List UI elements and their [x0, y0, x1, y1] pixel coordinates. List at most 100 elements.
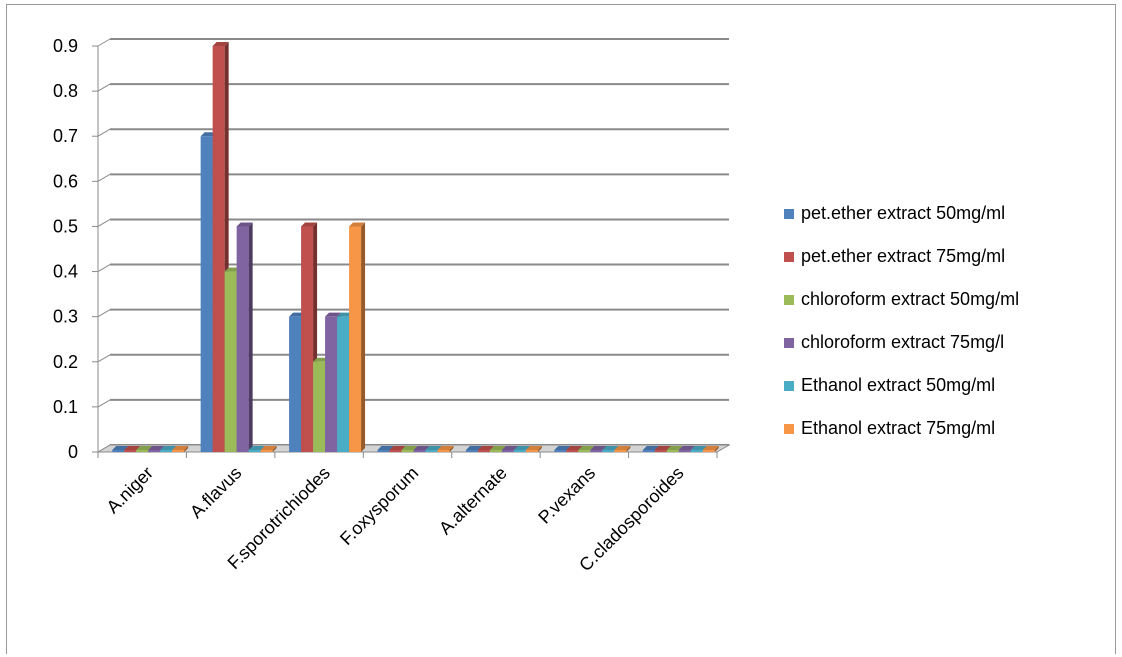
bar-side — [626, 446, 631, 452]
bar-front — [678, 450, 691, 452]
bar-top — [602, 446, 619, 450]
bar-top — [413, 446, 430, 450]
x-tick-label: A.alternate — [435, 463, 511, 539]
bar-front — [224, 271, 237, 452]
bar-side — [361, 222, 366, 452]
legend-label: Ethanol extract 50mg/ml — [801, 375, 995, 395]
bar-top — [112, 446, 129, 450]
y-tick-label: 0.1 — [53, 397, 78, 417]
bar-front — [666, 450, 679, 452]
bar — [260, 446, 277, 452]
bar-front — [437, 450, 450, 452]
bar — [525, 446, 542, 452]
bar-top — [513, 446, 530, 450]
y-tick-label: 0.9 — [53, 36, 78, 56]
bar-side — [449, 446, 454, 452]
bar-top — [477, 446, 494, 450]
gridlines — [97, 38, 729, 453]
bar-top — [401, 446, 418, 450]
bar-front — [260, 450, 273, 452]
bar-top — [172, 446, 189, 450]
bar-front — [501, 450, 514, 452]
bar-front — [172, 450, 185, 452]
bar-top — [566, 446, 583, 450]
bar-front — [554, 450, 567, 452]
bar-side — [714, 446, 719, 452]
bar-top — [425, 446, 442, 450]
bar-side — [248, 222, 253, 452]
bar-front — [602, 450, 615, 452]
bar-top — [578, 446, 595, 450]
bar-top — [377, 446, 394, 450]
bar-front — [389, 450, 402, 452]
bar-front — [289, 316, 302, 452]
gridline-edge — [97, 83, 111, 92]
bar-top — [489, 446, 506, 450]
legend-entry: pet.ether extract 50mg/ml — [784, 203, 1005, 223]
legend-swatch — [784, 424, 794, 434]
bar-side — [537, 446, 542, 452]
bar-front — [477, 450, 490, 452]
bar — [614, 446, 631, 452]
bar-top — [590, 446, 607, 450]
legend-label: Ethanol extract 75mg/ml — [801, 418, 995, 438]
bar-front — [200, 136, 213, 452]
legend-label: pet.ether extract 75mg/ml — [801, 246, 1005, 266]
legend-entry: pet.ether extract 75mg/ml — [784, 246, 1005, 266]
bar-front — [702, 450, 715, 452]
y-tick-label: 0.6 — [53, 171, 78, 191]
bar — [172, 446, 189, 452]
legend-swatch — [784, 209, 794, 219]
gridline-edge — [97, 173, 111, 182]
bar-front — [124, 450, 137, 452]
bar-front — [413, 450, 426, 452]
bar-front — [212, 46, 225, 452]
bar-top — [236, 222, 253, 227]
bar-top — [212, 42, 229, 46]
y-axis-ticks: 0 0.1 0.2 0.3 0.4 0.5 0.6 0.7 0.8 0.9 — [53, 36, 78, 462]
bar-front — [248, 450, 261, 452]
bar-front — [325, 316, 338, 452]
y-tick-label: 0.7 — [53, 126, 78, 146]
bar-top — [690, 446, 707, 450]
bar-front — [112, 450, 125, 452]
bar-top — [325, 312, 342, 317]
y-tick-label: 0.8 — [53, 81, 78, 101]
bar-top — [437, 446, 454, 450]
legend-swatch — [784, 381, 794, 391]
bar-front — [614, 450, 627, 452]
legend-entry: Ethanol extract 75mg/ml — [784, 418, 995, 438]
bar-front — [313, 361, 326, 452]
bar-top — [666, 446, 683, 450]
bar-front — [566, 450, 579, 452]
gridline-edge — [97, 399, 111, 408]
legend-label: pet.ether extract 50mg/ml — [801, 203, 1005, 223]
y-tick-label: 0.4 — [53, 262, 78, 282]
legend-label: chloroform extract 50mg/ml — [801, 289, 1019, 309]
bar-front — [525, 450, 538, 452]
bar-side — [184, 446, 189, 452]
y-tick-label: 0 — [68, 442, 78, 462]
bar-front — [136, 450, 149, 452]
bar-front — [642, 450, 655, 452]
gridline-edge — [97, 219, 111, 227]
legend: pet.ether extract 50mg/ml pet.ether extra… — [784, 203, 1019, 438]
bar-top — [501, 446, 518, 450]
bar-front — [377, 450, 390, 452]
bar-front — [513, 450, 526, 452]
bar-front — [489, 450, 502, 452]
gridline-edge — [97, 309, 111, 318]
x-tick-label: A.flavus — [186, 463, 245, 522]
y-tick-label: 0.5 — [53, 216, 78, 236]
bar — [702, 446, 719, 452]
y-tick-label: 0.2 — [53, 352, 78, 372]
chart-frame — [6, 4, 1116, 654]
bars — [112, 42, 719, 452]
bar-front — [465, 450, 478, 452]
x-tick-label: A.niger — [103, 463, 157, 517]
legend-entry: chloroform extract 75mg/l — [784, 332, 1004, 352]
gridline-edge — [97, 264, 111, 272]
legend-entry: Ethanol extract 50mg/ml — [784, 375, 995, 395]
legend-swatch — [784, 295, 794, 305]
bar-front — [401, 450, 414, 452]
